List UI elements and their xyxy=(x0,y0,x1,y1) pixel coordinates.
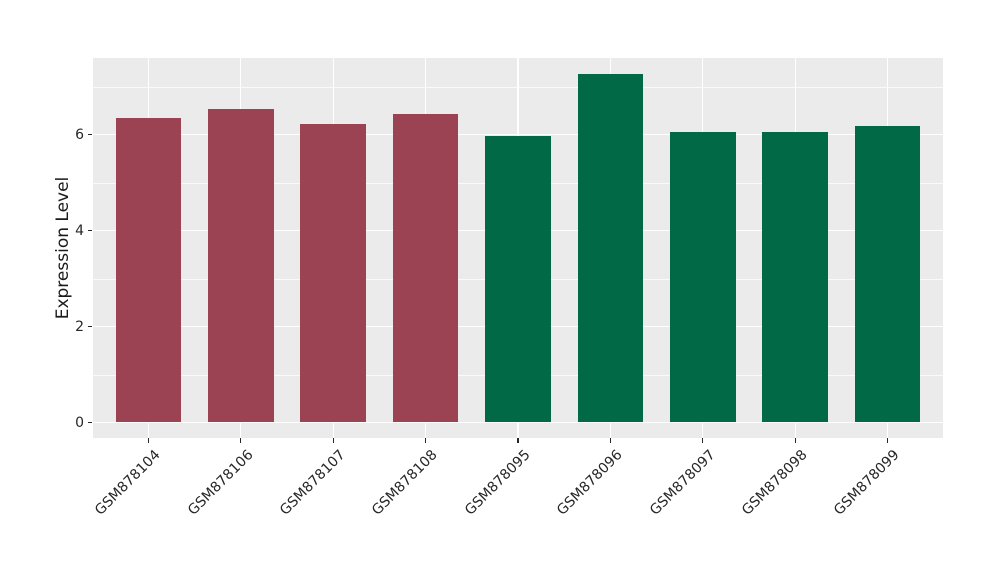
x-tick-label: GSM878104 xyxy=(92,447,164,519)
x-tick-mark xyxy=(425,438,427,443)
x-tick-label: GSM878095 xyxy=(461,447,534,519)
x-tick-label: GSM878098 xyxy=(738,447,811,519)
bar-GSM878107 xyxy=(300,123,366,423)
x-tick-mark xyxy=(886,438,889,443)
bar-GSM878099 xyxy=(854,126,921,423)
x-tick-mark xyxy=(702,438,704,443)
y-axis-title: Expression Level xyxy=(53,176,73,320)
x-tick-label: GSM878096 xyxy=(554,447,626,519)
x-tick-mark xyxy=(147,438,150,443)
y-tick-label: 6 xyxy=(75,126,84,143)
bar-GSM878096 xyxy=(577,74,644,423)
x-tick-mark xyxy=(517,438,519,443)
bar-GSM878098 xyxy=(762,131,828,423)
x-tick-label: GSM878099 xyxy=(831,447,903,519)
x-tick-label: GSM878097 xyxy=(646,447,719,519)
bar-GSM878095 xyxy=(485,135,551,423)
bar-GSM878108 xyxy=(392,113,459,423)
y-tick-mark xyxy=(87,421,92,424)
y-tick-mark xyxy=(87,133,92,136)
plot-panel xyxy=(93,58,943,438)
x-tick-label: GSM878108 xyxy=(369,447,441,519)
x-tick-label: GSM878106 xyxy=(184,447,257,519)
x-tick-label: GSM878107 xyxy=(276,447,349,519)
bar-GSM878104 xyxy=(115,118,182,423)
y-tick-label: 0 xyxy=(75,414,84,431)
y-tick-label: 4 xyxy=(75,222,84,239)
x-tick-mark xyxy=(332,438,334,443)
y-tick-label: 2 xyxy=(75,318,84,335)
bar-GSM878106 xyxy=(208,108,274,423)
x-tick-mark xyxy=(240,438,242,443)
x-label-anchor: GSM878099 xyxy=(782,447,903,519)
x-tick-mark xyxy=(609,438,611,443)
y-tick-mark xyxy=(87,229,92,232)
y-tick-mark xyxy=(87,325,92,328)
bar-GSM878097 xyxy=(669,131,736,423)
x-tick-mark xyxy=(794,438,796,443)
